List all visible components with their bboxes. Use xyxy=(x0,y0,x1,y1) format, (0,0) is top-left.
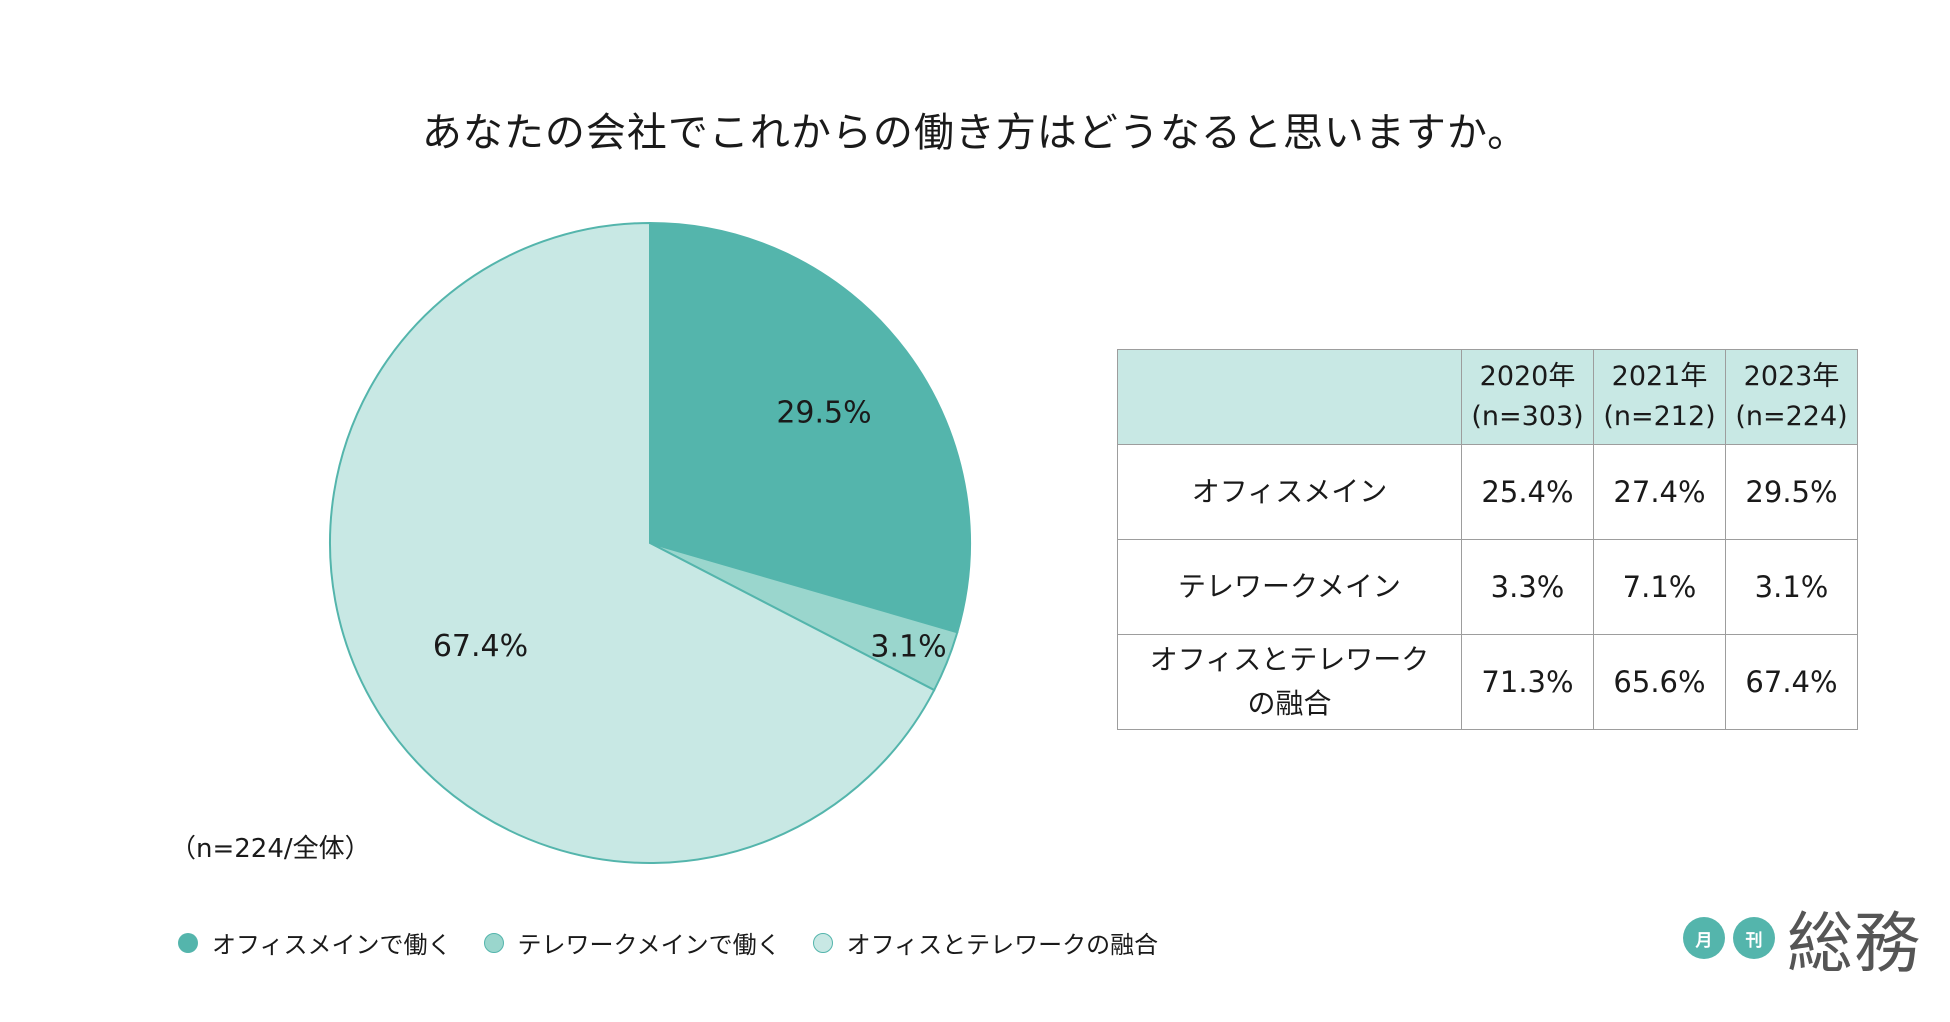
row-label-office-main: オフィスメイン xyxy=(1117,444,1462,540)
legend-label-office-main: オフィスメインで働く xyxy=(212,931,452,959)
gekkan-soumu-logo: 月 刊 総務 xyxy=(1683,890,1921,986)
legend-item-office-main: オフィスメインで働く xyxy=(178,925,452,960)
legend: オフィスメインで働く テレワークメインで働く オフィスとテレワークの融合 xyxy=(178,925,1190,960)
cell-office-main-2023: 29.5% xyxy=(1725,444,1858,540)
pie-label-office-main: 29.5% xyxy=(776,395,871,430)
legend-item-hybrid: オフィスとテレワークの融合 xyxy=(812,925,1159,960)
sample-size-note: （n=224/全体） xyxy=(170,834,371,864)
table-header-2021: 2021年 (n=212) xyxy=(1593,349,1726,445)
pie-label-hybrid: 67.4% xyxy=(433,629,528,664)
legend-swatch-telework-main xyxy=(483,932,504,953)
logo-text-soumu: 総務 xyxy=(1787,905,1921,982)
cell-office-main-2021: 27.4% xyxy=(1593,444,1726,540)
pie-slice-hybrid xyxy=(329,221,936,864)
table-header-2023: 2023年 (n=224) xyxy=(1725,349,1858,445)
pie-chart: 29.5% 3.1% 67.4% xyxy=(329,221,971,864)
pie-label-telework-main: 3.1% xyxy=(870,629,946,664)
pie-slice-office-main xyxy=(649,221,971,634)
logo-badge-kan: 刊 xyxy=(1733,917,1775,959)
table-header-2020: 2020年 (n=303) xyxy=(1461,349,1594,445)
row-label-hybrid-line2: の融合 xyxy=(1247,687,1332,720)
header-n-2020: (n=303) xyxy=(1471,401,1584,432)
table-row-office-main: オフィスメイン 25.4% 27.4% 29.5% xyxy=(1117,444,1858,540)
cell-hybrid-2020: 71.3% xyxy=(1461,634,1594,730)
legend-item-telework-main: テレワークメインで働く xyxy=(483,925,781,960)
chart-title: あなたの会社でこれからの働き方はどうなると思いますか。 xyxy=(421,110,1529,156)
table-corner-cell xyxy=(1117,349,1462,445)
header-year-2020: 2020年 xyxy=(1479,361,1576,392)
logo-badge-tsuki: 月 xyxy=(1683,917,1725,959)
table-row-hybrid: オフィスとテレワーク の融合 71.3% 65.6% 67.4% xyxy=(1117,634,1858,730)
cell-hybrid-2023: 67.4% xyxy=(1725,634,1858,730)
header-n-2023: (n=224) xyxy=(1735,401,1848,432)
cell-telework-main-2020: 3.3% xyxy=(1461,539,1594,635)
yearly-comparison-table: 2020年 (n=303) 2021年 (n=212) 2023年 (n=224… xyxy=(1117,349,1858,730)
row-label-hybrid: オフィスとテレワーク の融合 xyxy=(1117,634,1462,730)
legend-label-telework-main: テレワークメインで働く xyxy=(517,931,781,959)
legend-swatch-hybrid xyxy=(812,932,833,953)
header-n-2021: (n=212) xyxy=(1603,401,1716,432)
row-label-telework-main: テレワークメイン xyxy=(1117,539,1462,635)
cell-telework-main-2023: 3.1% xyxy=(1725,539,1858,635)
table-header-row: 2020年 (n=303) 2021年 (n=212) 2023年 (n=224… xyxy=(1117,349,1858,445)
table-row-telework-main: テレワークメイン 3.3% 7.1% 3.1% xyxy=(1117,539,1858,635)
cell-telework-main-2021: 7.1% xyxy=(1593,539,1726,635)
legend-label-hybrid: オフィスとテレワークの融合 xyxy=(846,931,1159,959)
legend-swatch-office-main xyxy=(178,932,198,953)
cell-office-main-2020: 25.4% xyxy=(1461,444,1594,540)
row-label-hybrid-line1: オフィスとテレワーク xyxy=(1149,643,1430,676)
cell-hybrid-2021: 65.6% xyxy=(1593,634,1726,730)
header-year-2023: 2023年 xyxy=(1743,361,1840,392)
header-year-2021: 2021年 xyxy=(1611,361,1708,392)
